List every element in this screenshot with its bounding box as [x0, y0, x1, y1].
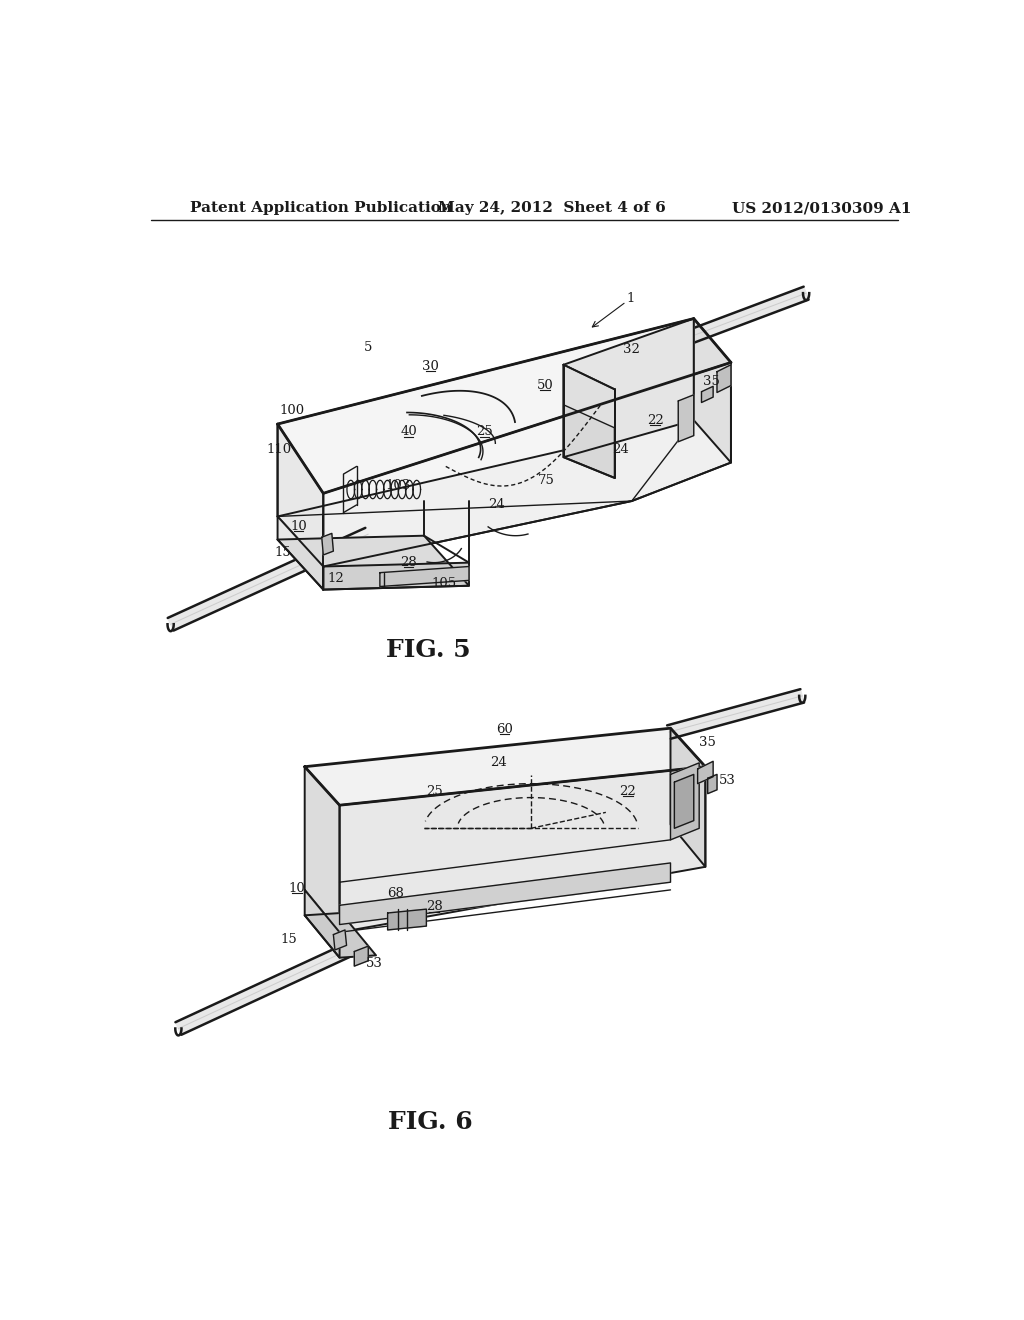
Text: FIG. 5: FIG. 5 — [386, 638, 471, 661]
Text: 15: 15 — [280, 933, 297, 946]
Polygon shape — [667, 689, 804, 739]
Text: FIG. 6: FIG. 6 — [388, 1110, 472, 1134]
Polygon shape — [697, 762, 713, 784]
Polygon shape — [278, 516, 324, 590]
Polygon shape — [671, 763, 699, 840]
Polygon shape — [168, 528, 371, 631]
Text: 75: 75 — [538, 474, 555, 487]
Polygon shape — [671, 729, 706, 867]
Text: 50: 50 — [537, 379, 553, 392]
Polygon shape — [324, 363, 731, 566]
Polygon shape — [563, 364, 614, 478]
Polygon shape — [305, 890, 340, 958]
Polygon shape — [678, 395, 693, 442]
Polygon shape — [305, 729, 706, 805]
Text: US 2012/0130309 A1: US 2012/0130309 A1 — [732, 202, 912, 215]
Text: 53: 53 — [366, 957, 383, 970]
Text: 28: 28 — [400, 556, 417, 569]
Polygon shape — [175, 940, 359, 1035]
Text: 105: 105 — [432, 577, 457, 590]
Text: 12: 12 — [328, 572, 344, 585]
Polygon shape — [708, 775, 717, 793]
Polygon shape — [354, 946, 369, 966]
Text: 5: 5 — [365, 341, 373, 354]
Text: 15: 15 — [274, 546, 292, 560]
Text: 24: 24 — [487, 499, 505, 511]
Polygon shape — [334, 929, 346, 950]
Polygon shape — [380, 566, 469, 586]
Polygon shape — [340, 767, 706, 932]
Polygon shape — [278, 424, 324, 566]
Text: 22: 22 — [646, 413, 664, 426]
Text: 10: 10 — [289, 882, 305, 895]
Polygon shape — [278, 536, 469, 590]
Text: 35: 35 — [703, 375, 720, 388]
Polygon shape — [322, 533, 334, 554]
Text: 25: 25 — [476, 425, 493, 438]
Text: 100: 100 — [280, 404, 305, 417]
Text: 10: 10 — [290, 520, 307, 533]
Polygon shape — [717, 364, 731, 392]
Text: 103: 103 — [385, 479, 411, 492]
Text: 35: 35 — [699, 735, 716, 748]
Text: 25: 25 — [426, 785, 442, 797]
Text: Patent Application Publication: Patent Application Publication — [190, 202, 452, 215]
Text: 22: 22 — [620, 785, 636, 797]
Polygon shape — [324, 562, 469, 590]
Polygon shape — [278, 318, 693, 516]
Text: 28: 28 — [426, 900, 442, 913]
Polygon shape — [563, 318, 693, 457]
Polygon shape — [305, 913, 376, 958]
Text: 32: 32 — [624, 343, 640, 356]
Text: 53: 53 — [719, 774, 735, 787]
Text: 30: 30 — [422, 360, 438, 372]
Polygon shape — [340, 863, 671, 924]
Polygon shape — [660, 286, 809, 354]
Text: 110: 110 — [266, 444, 292, 455]
Polygon shape — [305, 767, 340, 932]
Text: 60: 60 — [497, 723, 513, 737]
Polygon shape — [388, 909, 426, 929]
Polygon shape — [693, 318, 731, 462]
Polygon shape — [675, 775, 693, 829]
Text: 1: 1 — [626, 292, 635, 305]
Text: 24: 24 — [490, 756, 507, 770]
Polygon shape — [563, 364, 614, 428]
Text: 68: 68 — [387, 887, 403, 900]
Polygon shape — [701, 387, 713, 403]
Text: 24: 24 — [611, 444, 629, 455]
Text: May 24, 2012  Sheet 4 of 6: May 24, 2012 Sheet 4 of 6 — [438, 202, 666, 215]
Text: 40: 40 — [400, 425, 417, 438]
